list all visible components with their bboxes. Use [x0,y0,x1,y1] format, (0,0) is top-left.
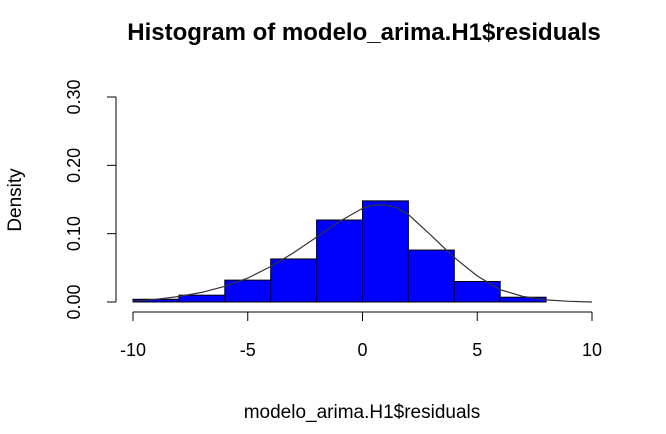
histogram-bar-7 [453,281,501,303]
y-axis: 0.00 0.10 0.20 0.30 [64,79,117,320]
x-tick-label: -5 [240,340,256,360]
x-tick-label: 10 [582,340,602,360]
x-tick-label: 5 [472,340,482,360]
y-axis-label: Density [5,168,26,232]
histogram-bar-1 [178,294,226,303]
histogram-bar-6 [407,249,455,303]
histogram-bars [132,200,547,303]
density-curve [132,204,593,303]
x-tick-label: 0 [357,340,367,360]
y-tick-label: 0.20 [64,148,84,183]
histogram-bar-4 [316,219,364,303]
x-axis-label: modelo_arima.H1$residuals [244,402,481,423]
histogram-bar-5 [362,200,409,303]
y-tick-label: 0.00 [64,284,84,319]
x-axis: -10 -5 0 5 10 [120,311,602,360]
histogram-bar-8 [499,296,547,303]
chart-title: Histogram of modelo_arima.H1$residuals [127,19,600,46]
y-tick-label: 0.10 [64,216,84,251]
y-tick-label: 0.30 [64,79,84,114]
histogram-bar-3 [270,258,318,303]
x-tick-label: -10 [120,340,146,360]
